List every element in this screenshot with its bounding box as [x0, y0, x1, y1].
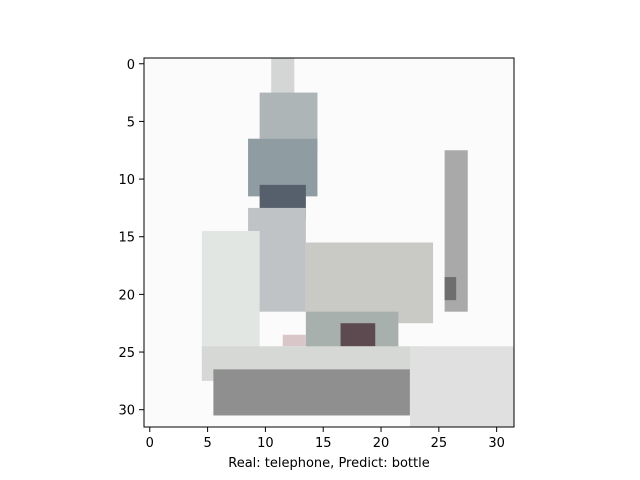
y-tick-label: 0: [127, 58, 135, 73]
y-tick-label: 5: [127, 115, 135, 130]
pixel-region-shadow-right: [409, 346, 514, 427]
pixel-region-pink-spot: [282, 334, 306, 347]
x-tick-label: 5: [203, 436, 211, 451]
y-tick-label: 15: [118, 231, 135, 246]
x-tick-label: 10: [257, 436, 274, 451]
pixel-region-base-antenna: [444, 150, 468, 312]
x-tick-label: 20: [373, 436, 390, 451]
pixel-region-base-bottom: [213, 369, 410, 416]
x-axis: 0 5 10 15 20 25 30: [146, 427, 505, 451]
x-tick-label: 25: [431, 436, 448, 451]
pixel-region-antenna-dark: [444, 277, 457, 301]
pixel-region-keypad-center: [340, 323, 376, 347]
image-pixels: [144, 58, 514, 427]
x-axis-label: Real: telephone, Predict: bottle: [228, 456, 430, 471]
y-tick-label: 25: [118, 346, 135, 361]
pixel-region-base-top: [305, 242, 434, 324]
pixel-region-body-left-shade: [201, 230, 260, 358]
x-tick-label: 30: [488, 436, 505, 451]
y-tick-label: 20: [118, 288, 135, 303]
y-axis: 0 5 10 15 20 25 30: [118, 58, 144, 419]
axes-frame: [143, 57, 515, 428]
x-tick-label: 0: [146, 436, 154, 451]
x-tick-label: 15: [315, 436, 332, 451]
y-tick-label: 30: [118, 404, 135, 419]
y-tick-label: 10: [118, 173, 135, 188]
